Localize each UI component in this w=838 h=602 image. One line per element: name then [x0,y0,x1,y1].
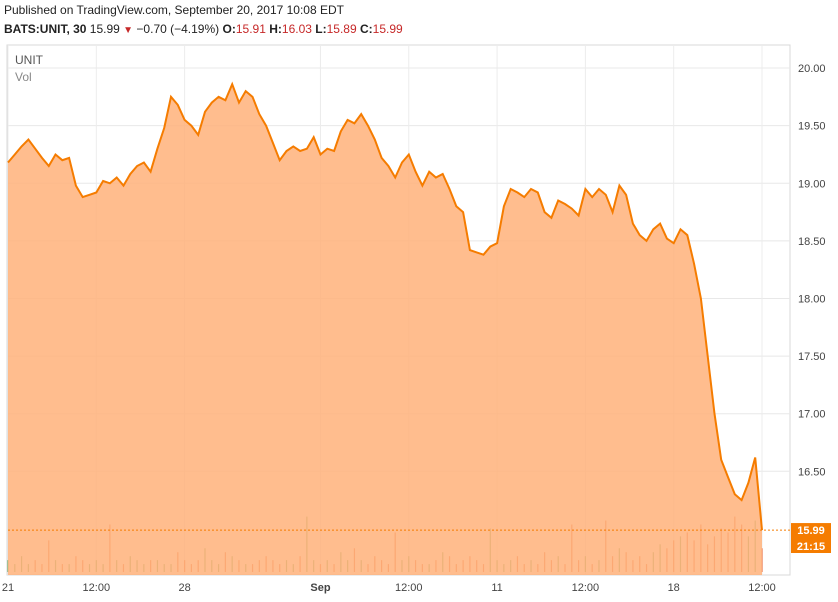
y-tick-label: 17.00 [798,409,826,421]
quote-line: BATS:UNIT, 30 15.99 ▼ −0.70 (−4.19%) O:1… [4,22,403,36]
close-label: C: [359,22,373,36]
svg-text:21:15: 21:15 [797,541,825,553]
down-arrow-icon: ▼ [123,25,134,36]
x-tick-label: 28 [178,582,190,594]
x-tick-label: Sep [310,582,330,594]
low-value: 15.89 [326,22,357,36]
y-tick-label: 19.00 [798,178,826,190]
x-tick-label: 12:00 [83,582,111,594]
symbol-label: BATS:UNIT, 30 [4,22,87,36]
y-tick-label: 19.50 [798,121,826,133]
price-axis[interactable]: 20.00 19.50 19.00 18.50 18.00 17.50 17.00 16.50 [798,63,826,478]
legend-vol: Vol [15,70,32,84]
x-tick-label: 12:00 [572,582,600,594]
close-value: 15.99 [372,22,403,36]
high-value: 16.03 [281,22,312,36]
x-tick-label: 12:00 [748,582,776,594]
last-price: 15.99 [89,22,120,36]
price-area [8,84,762,575]
svg-text:15.99: 15.99 [797,525,825,537]
open-value: 15.91 [235,22,266,36]
legend-ticker: UNIT [15,53,44,67]
price-tag: 15.99 [791,523,831,539]
y-tick-label: 18.50 [798,236,826,248]
x-tick-label: 12:00 [395,582,423,594]
time-tag: 21:15 [791,538,831,553]
y-tick-label: 16.50 [798,466,826,478]
x-tick-label: 21 [2,582,14,594]
y-tick-label: 18.00 [798,293,826,305]
published-line: Published on TradingView.com, September … [4,3,344,17]
open-label: O: [222,22,236,36]
price-line [7,81,763,531]
y-tick-label: 17.50 [798,351,826,363]
x-tick-label: 11 [491,582,502,594]
y-tick-label: 20.00 [798,63,826,75]
time-axis[interactable]: 21 12:00 28 Sep 12:00 11 12:00 18 12:00 [2,582,776,594]
change-value: −0.70 (−4.19%) [136,22,220,36]
high-label: H: [269,22,282,36]
low-label: L: [315,22,327,36]
x-tick-label: 18 [668,582,680,594]
